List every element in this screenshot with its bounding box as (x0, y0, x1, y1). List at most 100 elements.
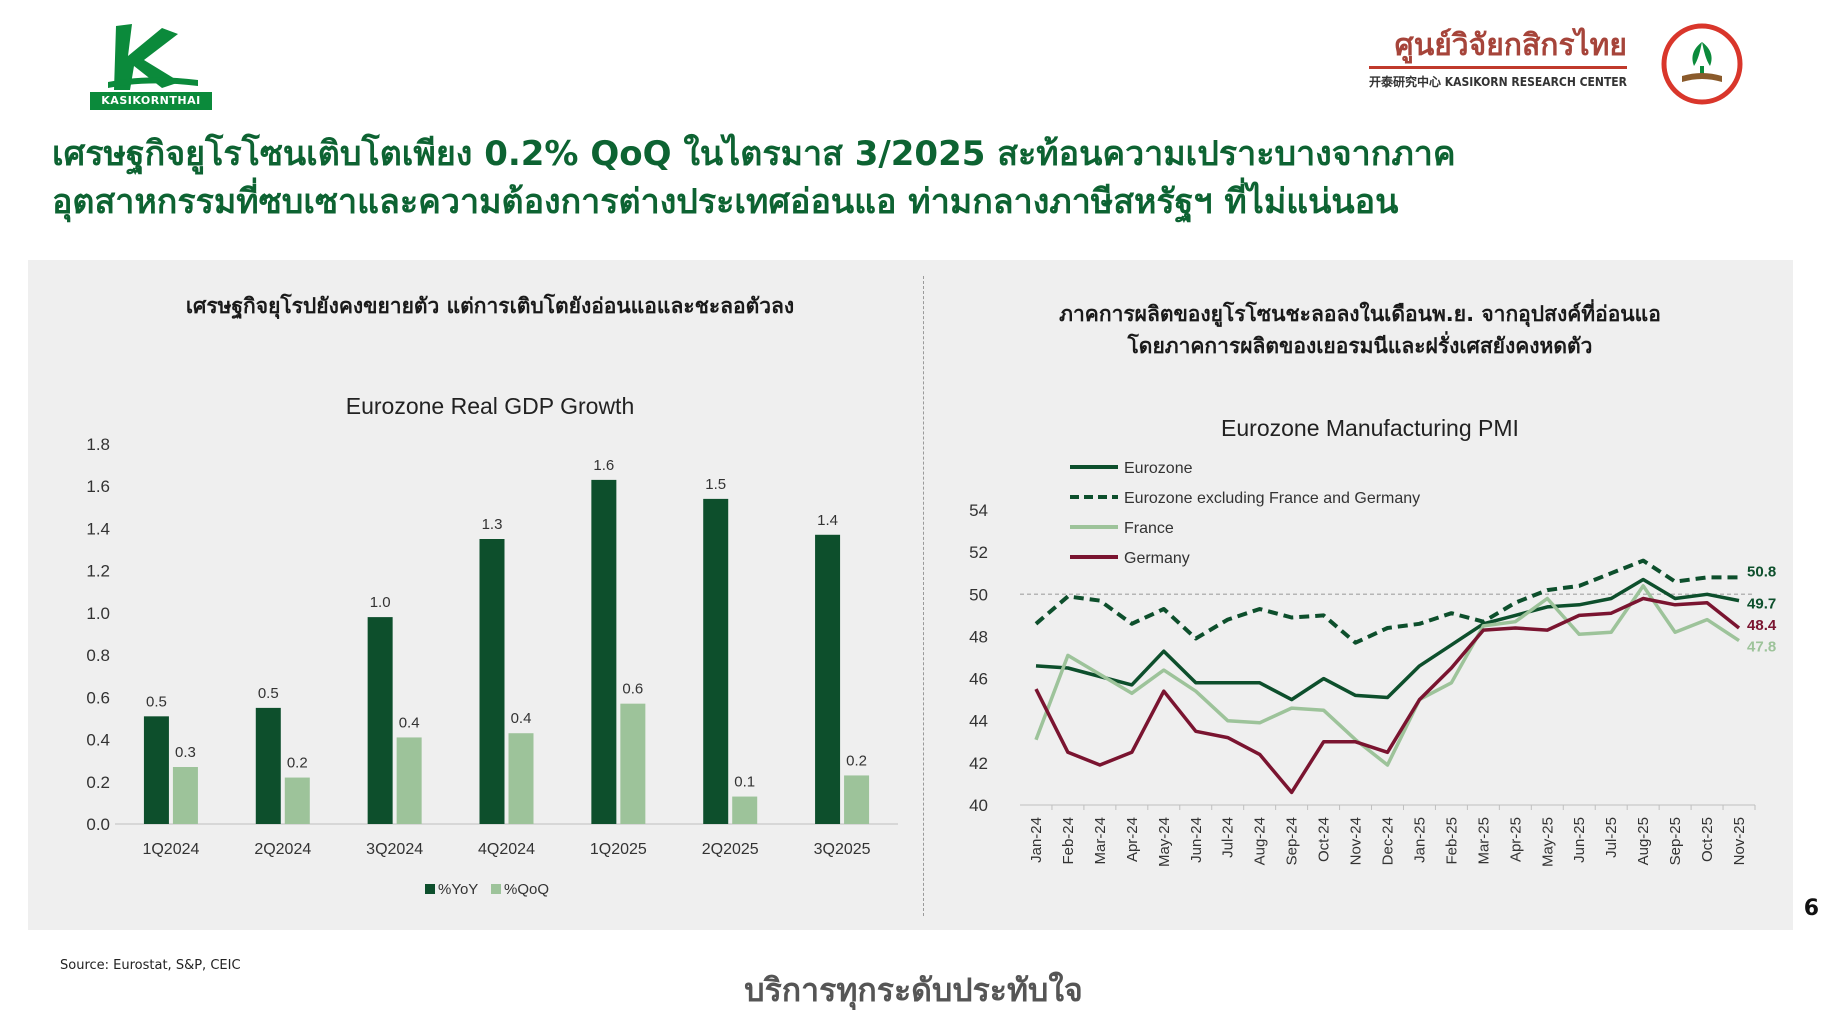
bar-value-label: 0.5 (146, 693, 167, 710)
x-tick-label: 2Q2024 (254, 841, 311, 858)
series-line-germany (1034, 596, 1741, 795)
x-tick-label: 3Q2025 (814, 841, 871, 858)
series-line-eurozone-excluding-france-and-germany (1034, 558, 1739, 645)
bar-qoq (284, 777, 310, 824)
bar-value-label: 0.6 (622, 681, 643, 698)
k-logo-icon (108, 24, 198, 90)
bar-value-label: 0.3 (175, 744, 196, 761)
x-tick-label: Jun-25 (1571, 817, 1588, 863)
legend-label: Eurozone (1124, 460, 1193, 477)
x-tick-label: Apr-24 (1124, 817, 1141, 862)
x-tick-label: Jan-25 (1411, 817, 1428, 863)
x-tick-label: Jul-25 (1603, 817, 1620, 858)
page-number: 6 (1803, 896, 1819, 921)
x-tick-label: May-24 (1156, 817, 1173, 867)
series-end-label: 48.4 (1747, 617, 1777, 634)
bar-yoy (367, 617, 393, 824)
research-center-english: 开泰研究中心 KASIKORN RESEARCH CENTER (1369, 75, 1627, 89)
series-end-label: 50.8 (1747, 563, 1776, 580)
x-tick-label: Mar-25 (1475, 817, 1492, 865)
x-tick-label: 1Q2025 (590, 841, 647, 858)
bar-value-label: 1.4 (817, 512, 838, 529)
tagline: บริการทุกระดับประทับใจ (744, 971, 1083, 1009)
research-center-thai: ศูนย์วิจัยกสิกรไทย (1394, 28, 1627, 63)
krc-seal-icon (1660, 22, 1744, 106)
source-note: Source: Eurostat, S&P, CEIC (60, 958, 241, 973)
page-title: เศรษฐกิจยูโรโซนเติบโตเพียง 0.2% QoQ ในไต… (52, 130, 1752, 226)
x-tick-label: Feb-24 (1060, 817, 1077, 865)
bar-yoy (255, 707, 281, 824)
bar-yoy (143, 716, 169, 824)
bar-qoq (396, 737, 422, 824)
left-panel-heading: เศรษฐกิจยุโรปยังคงขยายตัว แต่การเติบโตยั… (185, 294, 795, 318)
legend-label: France (1124, 520, 1174, 537)
series-end-label: 47.8 (1747, 639, 1776, 656)
pmi-chart-title: Eurozone Manufacturing PMI (1221, 415, 1519, 441)
pmi-line-chart: Eurozone Manufacturing PMI 40 42 44 46 48 50 5… (969, 415, 1777, 867)
bar-qoq (620, 703, 646, 824)
bar-yoy (591, 479, 617, 824)
y-tick-label: 0.4 (86, 731, 110, 750)
y-tick-label: 1.0 (86, 604, 110, 623)
bar-value-label: 1.3 (482, 516, 503, 533)
gdp-chart-title: Eurozone Real GDP Growth (346, 393, 635, 419)
right-panel-heading-line-1: ภาคการผลิตของยูโรโซนชะลอลงในเดือนพ.ย. จา… (1059, 302, 1661, 326)
x-tick-label: Nov-25 (1731, 817, 1748, 865)
bar-yoy (815, 534, 841, 824)
x-tick-label: 1Q2024 (142, 841, 199, 858)
x-tick-label: Aug-24 (1252, 817, 1269, 865)
research-center-name: ศูนย์วิจัยกสิกรไทย 开泰研究中心 KASIKORN RESEA… (1369, 28, 1627, 90)
page-title-line-1: เศรษฐกิจยูโรโซนเติบโตเพียง 0.2% QoQ ในไต… (52, 134, 1456, 174)
y-tick-label: 40 (969, 796, 988, 815)
y-tick-label: 42 (969, 754, 988, 773)
right-panel-heading: ภาคการผลิตของยูโรโซนชะลอลงในเดือนพ.ย. จา… (945, 298, 1775, 362)
x-tick-label: 3Q2024 (366, 841, 423, 858)
y-tick-label: 44 (969, 712, 988, 731)
bar-qoq (508, 733, 534, 824)
y-tick-label: 50 (969, 585, 988, 604)
y-tick-label: 46 (969, 670, 988, 689)
kasikornthai-logo: KASIKORNTHAI (88, 20, 213, 112)
bar-yoy (479, 539, 505, 824)
y-tick-label: 0.2 (86, 773, 110, 792)
x-tick-label: Nov-24 (1348, 817, 1365, 865)
x-tick-label: Aug-25 (1635, 817, 1652, 865)
bar-qoq (844, 775, 870, 824)
legend-swatch (425, 884, 435, 894)
y-tick-label: 0.0 (86, 815, 110, 834)
bar-value-label: 1.6 (593, 457, 614, 474)
x-tick-label: Mar-24 (1092, 817, 1109, 865)
x-tick-label: Oct-25 (1699, 817, 1716, 862)
divider-rule (1369, 66, 1627, 69)
x-tick-label: Sep-25 (1667, 817, 1684, 865)
logo-text: KASIKORNTHAI (90, 92, 212, 110)
y-tick-label: 1.6 (86, 477, 110, 496)
legend-label: %YoY (438, 881, 478, 898)
legend-label: Germany (1124, 550, 1190, 567)
panel-divider (923, 276, 925, 916)
y-tick-label: 54 (969, 501, 988, 520)
x-tick-label: Jan-24 (1028, 817, 1045, 863)
bar-value-label: 0.4 (511, 710, 532, 727)
y-tick-label: 52 (969, 543, 988, 562)
legend-swatch (491, 884, 501, 894)
bar-value-label: 0.4 (399, 714, 420, 731)
right-panel-heading-line-2: โดยภาคการผลิตของเยอรมนีและฝรั่งเศสยังคงห… (1127, 334, 1593, 358)
gdp-bar-chart: Eurozone Real GDP Growth 0.0 0.2 0.4 0.6 0.8… (86, 393, 898, 898)
series-line-france (1034, 584, 1740, 767)
bar-value-label: 0.5 (258, 685, 279, 702)
x-tick-label: Jul-24 (1220, 817, 1237, 858)
bar-qoq (732, 796, 758, 824)
bar-yoy (703, 498, 729, 824)
bar-value-label: 0.2 (287, 755, 308, 772)
legend-label: Eurozone excluding France and Germany (1124, 490, 1420, 507)
y-tick-label: 48 (969, 627, 988, 646)
x-tick-label: 4Q2024 (478, 841, 535, 858)
legend-label: %QoQ (504, 881, 549, 898)
x-tick-label: Oct-24 (1316, 817, 1333, 862)
bar-value-label: 1.0 (370, 594, 391, 611)
y-tick-label: 1.4 (86, 519, 110, 538)
x-tick-label: Jun-24 (1188, 817, 1205, 863)
x-tick-label: May-25 (1539, 817, 1556, 867)
y-tick-label: 1.2 (86, 562, 110, 581)
